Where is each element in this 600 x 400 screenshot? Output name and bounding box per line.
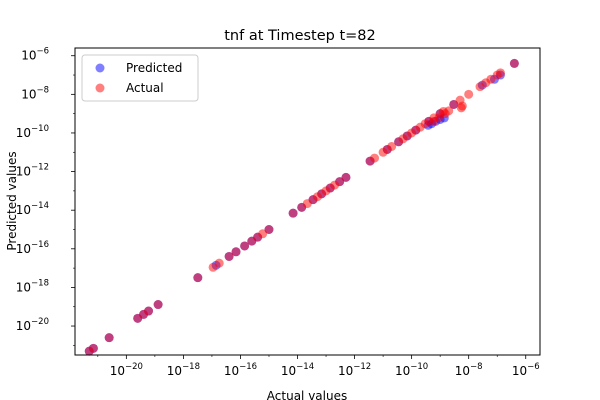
data-point-actual [335,177,345,187]
legend-marker-predicted [95,63,105,73]
data-point-actual [288,208,298,218]
chart-title: tnf at Timestep t=82 [224,28,376,44]
data-point-actual [495,68,505,78]
data-point-actual [464,89,474,99]
data-point-actual [231,247,241,257]
data-point-actual [193,273,203,283]
data-point-actual [387,141,397,151]
data-point-actual [370,153,380,163]
data-point-actual [434,113,444,123]
data-point-actual [153,300,163,310]
plot-area [84,58,519,356]
legend-box [81,54,199,102]
legend: Predicted Actual [81,54,199,102]
legend-label-predicted: Predicted [126,61,182,75]
data-point-actual [214,258,224,268]
plot-frame [74,47,541,356]
data-point-actual [341,172,351,182]
x-axis-label: Actual values [267,389,347,400]
data-point-actual [264,225,274,234]
legend-marker-actual [95,83,105,93]
y-axis-label: Predicted values [5,151,19,250]
data-point-actual [449,99,459,109]
data-point-actual [486,74,496,84]
data-point-actual [509,58,519,68]
legend-label-actual: Actual [126,81,164,95]
data-point-actual [240,241,250,251]
data-point-actual [88,343,98,353]
data-point-actual [104,333,114,343]
data-point-actual [444,106,454,116]
data-point-actual [457,101,467,111]
data-point-actual [258,229,268,239]
data-point-actual [224,251,234,261]
data-point-actual [144,306,154,316]
series-actual [84,58,519,356]
